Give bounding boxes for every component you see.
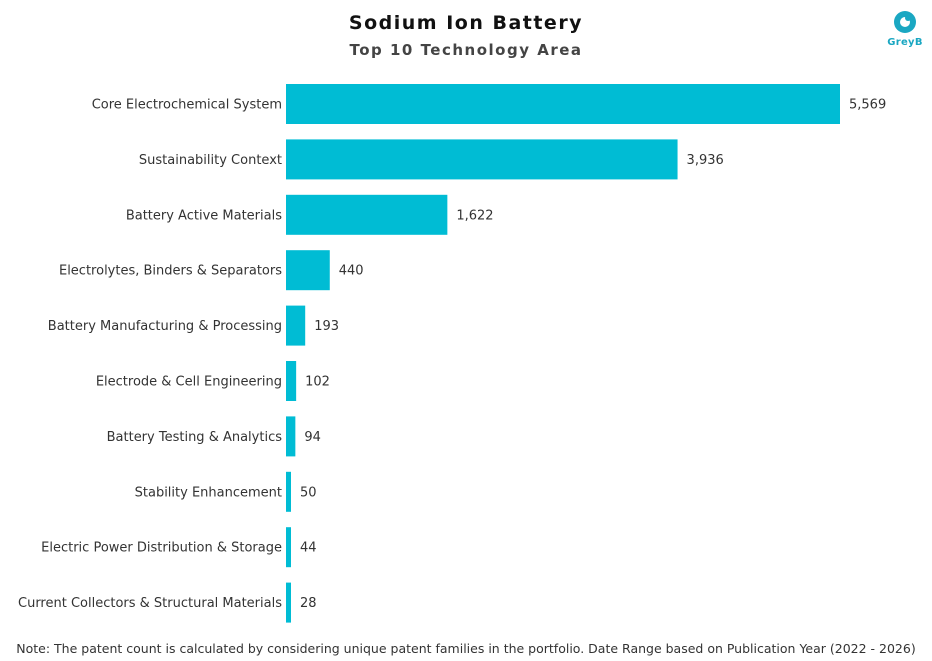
category-label: Battery Manufacturing & Processing bbox=[48, 319, 282, 334]
category-label: Core Electrochemical System bbox=[92, 98, 282, 113]
bar bbox=[286, 139, 678, 180]
category-label: Current Collectors & Structural Material… bbox=[18, 596, 282, 611]
bar bbox=[286, 250, 330, 291]
value-label: 1,622 bbox=[456, 208, 493, 223]
value-label: 50 bbox=[300, 485, 317, 500]
logo-text: GreyB bbox=[887, 37, 923, 48]
value-label: 94 bbox=[304, 430, 321, 445]
bar bbox=[286, 527, 291, 568]
value-label: 5,569 bbox=[849, 98, 886, 113]
category-label: Battery Testing & Analytics bbox=[107, 430, 283, 445]
value-label: 28 bbox=[300, 596, 317, 611]
category-label: Electrolytes, Binders & Separators bbox=[59, 264, 282, 279]
category-label: Electrode & Cell Engineering bbox=[96, 375, 282, 390]
footnote: Note: The patent count is calculated by … bbox=[16, 641, 916, 656]
bar bbox=[286, 416, 296, 457]
bar bbox=[286, 194, 448, 235]
value-label: 44 bbox=[300, 541, 317, 556]
bar bbox=[286, 305, 306, 346]
greyb-logo: GreyB bbox=[884, 6, 926, 54]
category-label: Electric Power Distribution & Storage bbox=[41, 541, 282, 556]
value-label: 3,936 bbox=[687, 153, 724, 168]
bar bbox=[286, 582, 291, 623]
value-label: 102 bbox=[305, 375, 330, 390]
bar bbox=[286, 471, 291, 512]
greyb-logo-icon bbox=[894, 11, 916, 33]
category-label: Stability Enhancement bbox=[135, 485, 282, 500]
value-label: 440 bbox=[339, 264, 364, 279]
category-label: Sustainability Context bbox=[139, 153, 282, 168]
chart-title: Sodium Ion Battery bbox=[348, 12, 584, 34]
bar bbox=[286, 84, 840, 124]
chart-subtitle: Top 10 Technology Area bbox=[349, 41, 583, 59]
category-label: Battery Active Materials bbox=[126, 208, 282, 223]
bar bbox=[286, 361, 297, 401]
value-label: 193 bbox=[314, 319, 339, 334]
